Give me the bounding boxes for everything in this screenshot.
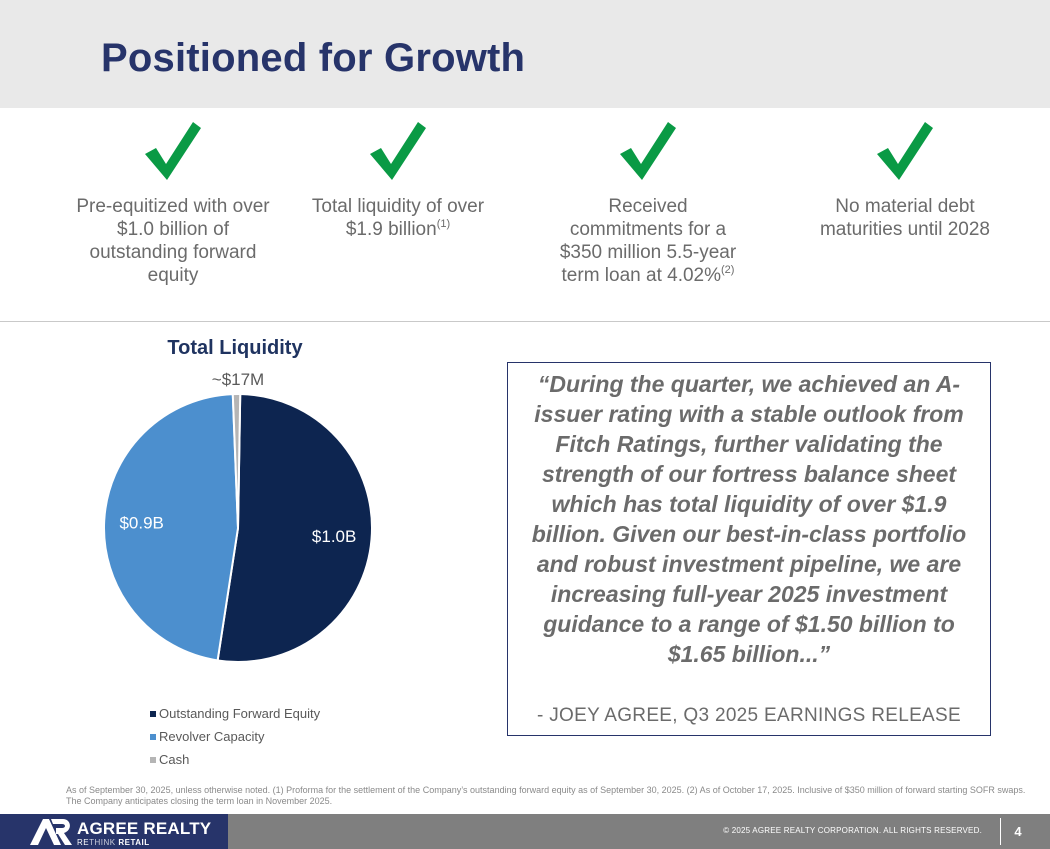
highlight-text: Pre-equitized with over $1.0 billion of …	[76, 196, 270, 286]
quote-text: “During the quarter, we achieved an A- i…	[531, 371, 967, 667]
legend-swatch	[150, 733, 156, 740]
pie-label-revolver: $0.9B	[119, 514, 163, 533]
page-number: 4	[1014, 824, 1022, 839]
pie-chart: $1.0B $0.9B ~$17M	[103, 370, 373, 663]
legend-item-forward-equity: Outstanding Forward Equity	[150, 702, 320, 725]
highlight-text: Total liquidity of over $1.9 billion(1)	[311, 196, 485, 240]
chart-legend: Outstanding Forward Equity Revolver Capa…	[150, 702, 320, 771]
quote-attribution: - JOEY AGREE, Q3 2025 EARNINGS RELEASE	[537, 705, 961, 726]
checkmark-icon	[370, 122, 426, 180]
header-band	[0, 0, 1050, 108]
legend-label: Revolver Capacity	[159, 729, 265, 744]
legend-label: Cash	[159, 752, 190, 767]
pie-label-cash: ~$17M	[212, 370, 264, 389]
highlight-pre-equitized: Pre-equitized with over $1.0 billion of …	[73, 118, 273, 287]
quote-box: “During the quarter, we achieved an A- i…	[507, 362, 991, 736]
legend-item-cash: Cash	[150, 748, 320, 771]
company-logo: AGREE REALTY RETHINK RETAIL	[0, 814, 228, 849]
checkmark-icon	[620, 122, 676, 180]
highlight-term-loan: Received commitments for a $350 million …	[548, 118, 748, 287]
copyright-text: © 2025 AGREE REALTY CORPORATION. ALL RIG…	[723, 826, 982, 835]
legend-swatch	[150, 756, 156, 763]
highlight-debt-maturities: No material debt maturities until 2028	[805, 118, 1005, 241]
highlight-total-liquidity: Total liquidity of over $1.9 billion(1)	[298, 118, 498, 241]
pie-slice-cash	[231, 393, 242, 529]
chart-title: Total Liquidity	[167, 337, 303, 359]
pie-slice-forward-equity	[216, 393, 373, 663]
page-number-separator	[1000, 818, 1001, 845]
highlight-text: No material debt maturities until 2028	[819, 196, 991, 240]
legend-swatch	[150, 710, 156, 717]
logo-name: AGREE REALTY	[77, 819, 212, 838]
page-title: Positioned for Growth	[101, 36, 526, 80]
highlight-text: Received commitments for a $350 million …	[559, 196, 737, 286]
pie-slice-revolver	[103, 393, 240, 662]
checkmark-icon	[145, 122, 201, 180]
pie-label-forward-equity: $1.0B	[312, 527, 356, 546]
legend-label: Outstanding Forward Equity	[159, 706, 321, 721]
legend-item-revolver: Revolver Capacity	[150, 725, 320, 748]
checkmark-icon	[877, 122, 933, 180]
logo-mark-icon	[30, 819, 72, 845]
section-divider	[0, 321, 1050, 322]
logo-tagline: RETHINK RETAIL	[77, 838, 150, 847]
footnote: As of September 30, 2025, unless otherwi…	[66, 785, 1026, 806]
